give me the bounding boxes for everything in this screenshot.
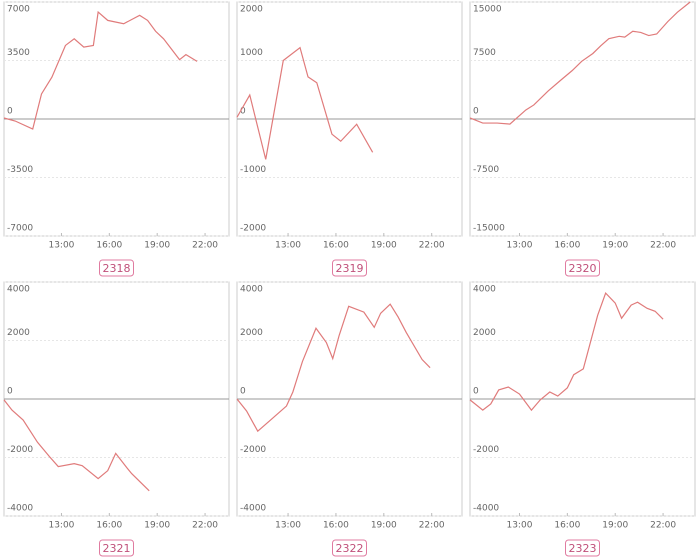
y-tick-label: 0 xyxy=(7,107,13,117)
x-tick-label: 13:00 xyxy=(48,241,74,251)
series-line xyxy=(469,292,664,412)
y-tick-label: 1000 xyxy=(240,48,263,58)
y-tick-label: 0 xyxy=(240,387,246,397)
y-tick-label: -2000 xyxy=(240,224,266,234)
x-tick-label: 22:00 xyxy=(419,241,445,251)
x-tick-label: 19:00 xyxy=(602,241,628,251)
x-tick-label: 19:00 xyxy=(144,241,170,251)
y-tick-label: 4000 xyxy=(240,285,263,295)
title-pill xyxy=(99,539,134,557)
x-tick-label: 16:00 xyxy=(96,521,122,531)
chart-title: 2318 xyxy=(103,262,131,275)
series-line xyxy=(469,1,691,125)
title-pill xyxy=(565,539,600,557)
x-tick-label: 13:00 xyxy=(275,241,301,251)
y-tick-label: 4000 xyxy=(7,285,30,295)
x-tick-label: 16:00 xyxy=(554,241,580,251)
y-tick-label: -7500 xyxy=(473,165,499,175)
y-tick-label: 2000 xyxy=(473,328,496,338)
y-tick-label: -2000 xyxy=(240,445,266,455)
x-tick-label: 22:00 xyxy=(650,241,676,251)
x-tick-label: 16:00 xyxy=(323,241,349,251)
y-tick-label: -15000 xyxy=(473,224,505,234)
y-tick-label: 4000 xyxy=(473,285,496,295)
chart-title: 2319 xyxy=(336,262,364,275)
y-tick-label: 0 xyxy=(473,107,479,117)
x-tick-label: 22:00 xyxy=(650,521,676,531)
y-tick-label: -2000 xyxy=(473,445,499,455)
y-tick-label: -4000 xyxy=(473,504,499,514)
x-tick-label: 19:00 xyxy=(602,521,628,531)
chart-title: 2322 xyxy=(336,542,364,555)
y-tick-label: 7500 xyxy=(473,48,496,58)
y-tick-label: -1000 xyxy=(240,165,266,175)
x-tick-label: 13:00 xyxy=(275,521,301,531)
x-tick-label: 16:00 xyxy=(96,241,122,251)
series-line xyxy=(3,399,150,492)
x-tick-label: 19:00 xyxy=(144,521,170,531)
y-tick-label: 2000 xyxy=(240,5,263,15)
y-tick-label: 2000 xyxy=(7,328,30,338)
y-tick-label: 7000 xyxy=(7,5,30,15)
y-tick-label: 0 xyxy=(240,107,246,117)
y-tick-label: -7000 xyxy=(7,224,33,234)
title-pill xyxy=(565,259,600,277)
x-tick-label: 22:00 xyxy=(192,241,218,251)
y-tick-label: 3500 xyxy=(7,48,30,58)
y-tick-label: 15000 xyxy=(473,5,502,15)
x-tick-label: 22:00 xyxy=(419,521,445,531)
x-tick-label: 16:00 xyxy=(323,521,349,531)
x-tick-label: 13:00 xyxy=(506,241,532,251)
series-line xyxy=(236,303,431,433)
x-tick-label: 22:00 xyxy=(192,521,218,531)
y-tick-label: -3500 xyxy=(7,165,33,175)
x-tick-label: 19:00 xyxy=(371,521,397,531)
y-tick-label: 2000 xyxy=(240,328,263,338)
series-line xyxy=(3,10,198,130)
title-pill xyxy=(332,539,367,557)
title-pill xyxy=(99,259,134,277)
y-tick-label: 0 xyxy=(473,387,479,397)
x-tick-label: 16:00 xyxy=(554,521,580,531)
chart-title: 2320 xyxy=(569,262,597,275)
x-tick-label: 13:00 xyxy=(506,521,532,531)
y-tick-label: -2000 xyxy=(7,445,33,455)
x-tick-label: 13:00 xyxy=(48,521,74,531)
series-line xyxy=(236,46,374,160)
y-tick-label: 0 xyxy=(7,387,13,397)
chart-title: 2323 xyxy=(569,542,597,555)
chart-title: 2321 xyxy=(103,542,131,555)
y-tick-label: -4000 xyxy=(240,504,266,514)
y-tick-label: -4000 xyxy=(7,504,33,514)
x-tick-label: 19:00 xyxy=(371,241,397,251)
title-pill xyxy=(332,259,367,277)
